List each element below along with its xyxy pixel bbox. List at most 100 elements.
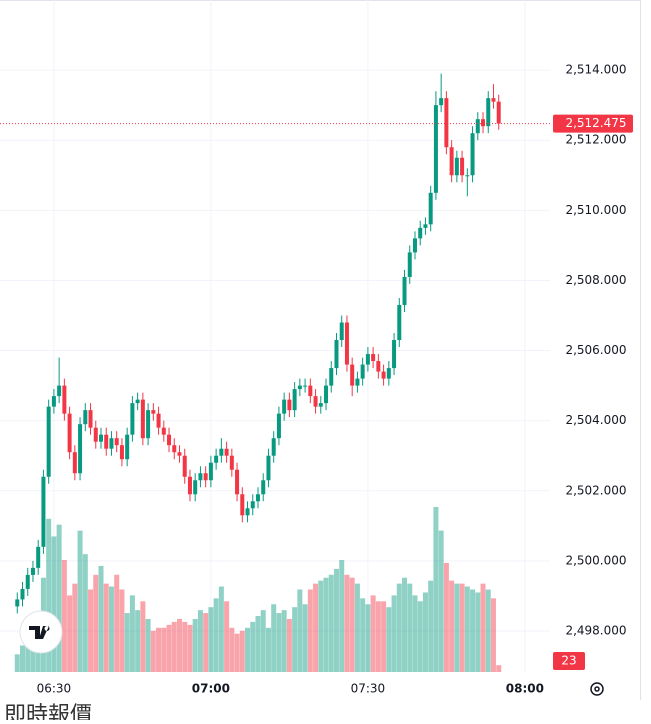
candle-body	[355, 378, 360, 386]
candle-body	[161, 427, 166, 435]
volume-bar	[20, 645, 26, 672]
candle-body	[30, 567, 35, 575]
volume-bar	[182, 621, 188, 672]
candle-body	[407, 252, 412, 277]
x-tick-label: 08:00	[506, 682, 544, 696]
candle-body	[412, 238, 417, 253]
volume-bar	[135, 610, 141, 672]
candle-body	[224, 448, 229, 456]
volume-bar	[213, 598, 219, 672]
candle-body	[339, 322, 344, 341]
settings-icon[interactable]	[590, 682, 604, 696]
candle-body	[454, 157, 459, 176]
candle-body	[83, 410, 88, 425]
volume-bar	[333, 568, 339, 672]
volume-bar	[470, 589, 476, 672]
candle-body	[255, 494, 260, 502]
x-tick-label: 07:00	[192, 682, 230, 696]
volume-bar	[187, 624, 193, 672]
candle-body	[46, 406, 51, 477]
candle-body	[229, 455, 234, 470]
volume-label: 23	[561, 654, 576, 668]
volume-bar	[396, 583, 402, 672]
volume-bar	[245, 627, 251, 672]
volume-bar	[318, 580, 324, 672]
volume-bar	[360, 598, 366, 672]
candle-body	[36, 546, 41, 568]
volume-bar	[449, 580, 455, 672]
volume-bar	[103, 583, 109, 672]
volume-bar	[161, 627, 167, 672]
volume-bar	[150, 630, 156, 672]
volume-bar	[93, 574, 99, 672]
candle-body	[365, 354, 370, 365]
volume-bar	[239, 630, 245, 672]
y-tick-label: 2,498.000	[565, 623, 626, 637]
volume-bar	[386, 607, 392, 672]
volume-bar	[365, 604, 371, 672]
volume-bar	[464, 586, 470, 672]
volume-bar	[224, 601, 230, 672]
volume-tag	[553, 652, 585, 670]
gear[interactable]	[590, 682, 604, 696]
gear-hole[interactable]	[594, 686, 600, 692]
volume-bar	[229, 627, 235, 672]
candle-body	[318, 403, 323, 407]
volume-bar	[307, 589, 313, 672]
volume-bar	[255, 616, 261, 672]
volume-bar	[56, 524, 62, 672]
y-tick-label: 2,514.000	[565, 63, 626, 77]
volume-bar	[171, 621, 177, 672]
candle-body	[57, 385, 62, 397]
volume-bar	[176, 618, 182, 672]
volume-bar	[281, 610, 287, 672]
volume-bar	[77, 530, 83, 672]
candle-body	[470, 133, 475, 176]
candle-body	[177, 452, 182, 456]
candle-body	[496, 101, 501, 124]
candle-body	[219, 448, 224, 456]
candle-body	[381, 371, 386, 379]
volume-bar	[402, 577, 408, 672]
candle-body	[119, 445, 124, 460]
candle-body	[313, 396, 318, 407]
candle-body	[439, 98, 444, 106]
volume-bar	[433, 507, 439, 672]
y-tick-label: 2,512.000	[565, 133, 626, 147]
candle-body	[308, 385, 313, 397]
candle-body	[444, 98, 449, 148]
candle-body	[214, 455, 219, 463]
candle-body	[167, 434, 172, 446]
candle-body	[104, 434, 109, 449]
candle-body	[423, 224, 428, 228]
volume-bar	[197, 610, 203, 672]
candle-body	[15, 599, 20, 607]
candle-body	[245, 508, 250, 516]
volume-bar	[203, 613, 209, 672]
volume-bar	[114, 574, 120, 672]
candle-body	[371, 354, 376, 362]
candle-body	[486, 98, 491, 127]
candle-body	[460, 157, 465, 176]
y-tick-label: 2,502.000	[565, 483, 626, 497]
volume-bar	[108, 586, 114, 672]
volume-bar	[14, 654, 20, 672]
candle-body	[475, 119, 480, 134]
candle-body	[465, 175, 470, 177]
volume-bar	[443, 562, 449, 672]
volume-bar	[140, 601, 146, 672]
candle-body	[350, 364, 355, 386]
candle-body	[151, 410, 156, 414]
candle-body	[172, 445, 177, 453]
volume-bar	[129, 595, 135, 672]
candle-body	[203, 473, 208, 481]
last-price-label: 2,512.475	[565, 116, 626, 130]
volume-bar	[412, 595, 418, 672]
volume-bar	[328, 574, 334, 672]
volume-bar	[323, 577, 329, 672]
candle-body	[418, 227, 423, 239]
y-tick-label: 2,504.000	[565, 413, 626, 427]
candle-body	[329, 368, 334, 386]
logo-mark	[29, 626, 50, 639]
